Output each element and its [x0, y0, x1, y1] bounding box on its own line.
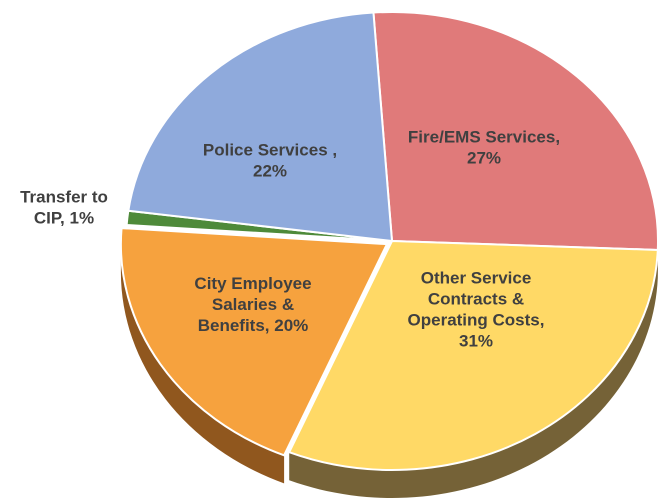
slice-label-line: Contracts & — [428, 290, 524, 309]
pie-slices — [119, 11, 659, 471]
pie-slice-1 — [288, 240, 659, 471]
pie-slice-0 — [372, 11, 659, 251]
slice-label-line: Salaries & — [212, 295, 294, 314]
slice-label-0: Fire/EMS Services, 27% — [408, 128, 560, 168]
slice-side-1 — [289, 249, 658, 498]
slice-label-3: Transfer to CIP, 1% — [20, 188, 108, 228]
slice-label-line: Fire/EMS Services, — [408, 128, 560, 147]
slice-label-2: City Employee Salaries & Benefits, 20% — [194, 274, 311, 335]
slice-label-line: Police Services , — [203, 141, 337, 160]
slice-label-line: 31% — [459, 332, 493, 351]
slice-label-line: CIP, 1% — [34, 209, 94, 228]
slice-label-line: Benefits, 20% — [198, 316, 309, 335]
pie-slice-4 — [127, 11, 393, 242]
slice-label-1: Other Service Contracts & Operating Costs,… — [408, 269, 545, 351]
slice-label-line: 22% — [253, 162, 287, 181]
slice-label-4: Police Services , 22% — [203, 141, 337, 181]
slice-label-line: Other Service — [421, 269, 532, 288]
slice-label-line: City Employee — [194, 274, 311, 293]
pie-labels: Fire/EMS Services, 27% Other Service Contra… — [20, 128, 560, 351]
slice-label-line: Operating Costs, — [408, 311, 545, 330]
pie-slice-2 — [119, 227, 388, 457]
slice-label-line: Transfer to — [20, 188, 108, 207]
slice-label-line: 27% — [467, 149, 501, 168]
slice-side-2 — [120, 244, 285, 484]
